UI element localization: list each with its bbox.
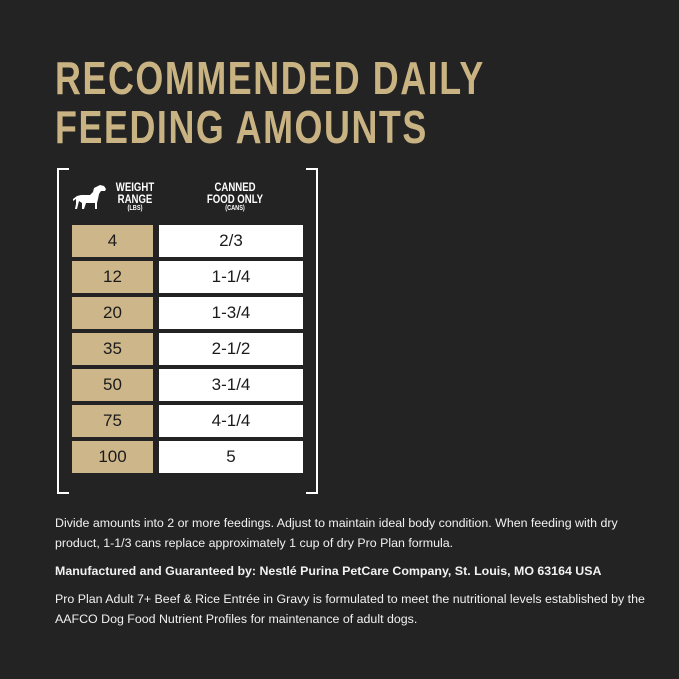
cans-cell: 2-1/2	[159, 333, 303, 365]
cans-cell: 1-3/4	[159, 297, 303, 329]
aafco-statement: Pro Plan Adult 7+ Beef & Rice Entrée in …	[55, 592, 645, 626]
weight-cell: 35	[72, 333, 153, 365]
cans-cell: 3-1/4	[159, 369, 303, 401]
weight-header-line2: RANGE	[117, 192, 153, 206]
weight-cell: 20	[72, 297, 153, 329]
right-bracket	[306, 168, 318, 494]
feeding-instructions: Divide amounts into 2 or more feedings. …	[55, 516, 618, 550]
weight-cell: 100	[72, 441, 153, 473]
weight-cell: 75	[72, 405, 153, 437]
canned-header-line1: CANNED	[214, 180, 256, 194]
title-line-1: RECOMMENDED DAILY	[55, 52, 485, 104]
weight-range-header: WEIGHT RANGE (LBS)	[107, 181, 163, 213]
title-line-2: FEEDING AMOUNTS	[55, 101, 428, 153]
weight-header-line1: WEIGHT	[115, 180, 155, 194]
cans-cell: 1-1/4	[159, 261, 303, 293]
cans-cell: 4-1/4	[159, 405, 303, 437]
canned-unit: (CANS)	[225, 205, 245, 212]
cans-cell: 5	[159, 441, 303, 473]
canned-food-header: CANNED FOOD ONLY (CANS)	[199, 181, 271, 213]
dog-icon	[73, 185, 106, 209]
cans-cell: 2/3	[159, 225, 303, 257]
weight-cell: 50	[72, 369, 153, 401]
weight-cell: 4	[72, 225, 153, 257]
weight-unit: (LBS)	[127, 205, 143, 212]
notes: Divide amounts into 2 or more feedings. …	[55, 513, 655, 637]
canned-header-line2: FOOD ONLY	[206, 192, 264, 206]
manufacturer-info: Manufactured and Guaranteed by: Nestlé P…	[55, 564, 602, 578]
left-bracket	[57, 168, 69, 494]
weight-cell: 12	[72, 261, 153, 293]
